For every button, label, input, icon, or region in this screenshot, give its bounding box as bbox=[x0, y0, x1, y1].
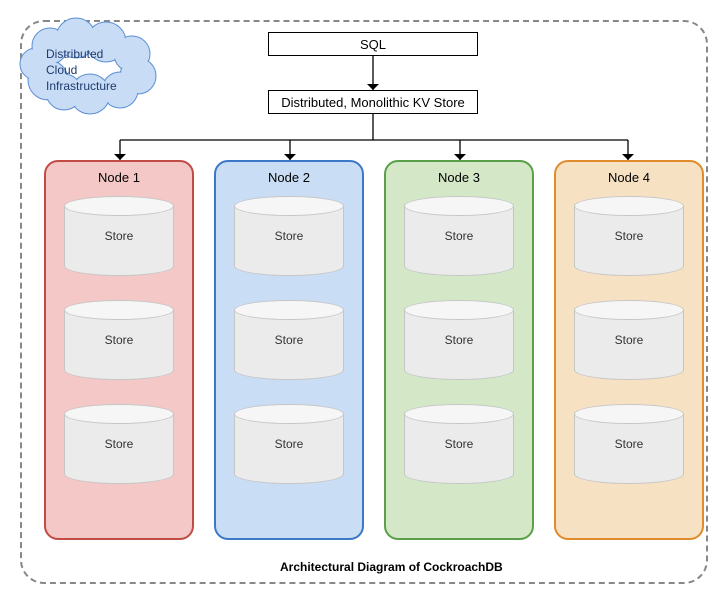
store-cylinder: Store bbox=[234, 404, 344, 484]
node-title: Node 4 bbox=[556, 170, 702, 185]
store-label: Store bbox=[64, 196, 174, 276]
store-cylinder: Store bbox=[404, 300, 514, 380]
store-cylinder: Store bbox=[234, 300, 344, 380]
store-cylinder: Store bbox=[64, 404, 174, 484]
diagram-caption: Architectural Diagram of CockroachDB bbox=[280, 560, 503, 574]
store-cylinder: Store bbox=[234, 196, 344, 276]
store-label: Store bbox=[64, 300, 174, 380]
store-label: Store bbox=[574, 300, 684, 380]
store-cylinder: Store bbox=[574, 300, 684, 380]
node-3: Node 3 Store Store Store bbox=[384, 160, 534, 540]
node-title: Node 2 bbox=[216, 170, 362, 185]
store-cylinder: Store bbox=[574, 404, 684, 484]
node-2: Node 2 Store Store Store bbox=[214, 160, 364, 540]
sql-layer-box: SQL bbox=[268, 32, 478, 56]
kv-layer-label: Distributed, Monolithic KV Store bbox=[281, 95, 465, 110]
store-label: Store bbox=[404, 196, 514, 276]
store-cylinder: Store bbox=[64, 196, 174, 276]
kv-layer-box: Distributed, Monolithic KV Store bbox=[268, 90, 478, 114]
cloud-label: DistributedCloudInfrastructure bbox=[46, 46, 117, 95]
store-label: Store bbox=[574, 196, 684, 276]
store-label: Store bbox=[234, 300, 344, 380]
store-label: Store bbox=[574, 404, 684, 484]
store-label: Store bbox=[234, 196, 344, 276]
node-4: Node 4 Store Store Store bbox=[554, 160, 704, 540]
node-1: Node 1 Store Store Store bbox=[44, 160, 194, 540]
store-label: Store bbox=[404, 300, 514, 380]
node-title: Node 1 bbox=[46, 170, 192, 185]
store-label: Store bbox=[404, 404, 514, 484]
store-cylinder: Store bbox=[404, 196, 514, 276]
sql-layer-label: SQL bbox=[360, 37, 386, 52]
store-cylinder: Store bbox=[404, 404, 514, 484]
store-label: Store bbox=[234, 404, 344, 484]
store-label: Store bbox=[64, 404, 174, 484]
store-cylinder: Store bbox=[574, 196, 684, 276]
store-cylinder: Store bbox=[64, 300, 174, 380]
node-title: Node 3 bbox=[386, 170, 532, 185]
